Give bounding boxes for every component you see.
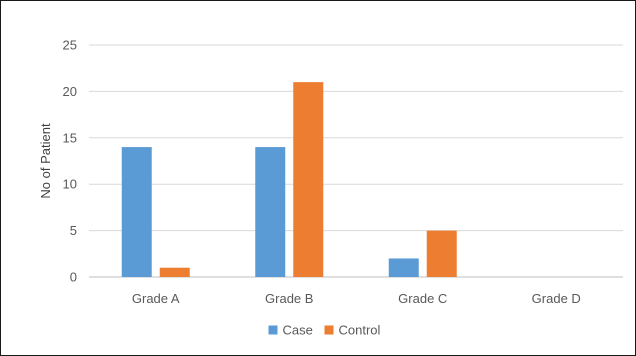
y-tick-label: 10: [63, 177, 77, 192]
x-axis-ticks: Grade A Grade B Grade C Grade D: [132, 291, 581, 306]
x-tick-label: Grade C: [398, 291, 447, 306]
bar-control-grade-a: [159, 267, 190, 277]
y-axis-title: No of Patient: [38, 123, 53, 199]
gridlines: [89, 44, 623, 278]
legend-swatch-control: [324, 325, 334, 335]
y-tick-label: 5: [70, 223, 77, 238]
legend-label-case: Case: [283, 323, 313, 338]
legend-label-control: Control: [339, 323, 381, 338]
bar-case-grade-a: [121, 147, 152, 277]
x-tick-label: Grade D: [532, 291, 581, 306]
bar-case-grade-c: [388, 258, 419, 277]
x-tick-label: Grade A: [132, 291, 180, 306]
x-tick-label: Grade B: [265, 291, 313, 306]
y-tick-label: 20: [63, 84, 77, 99]
y-axis-ticks: 0 5 10 15 20 25: [63, 38, 77, 285]
y-tick-label: 25: [63, 38, 77, 53]
y-tick-label: 15: [63, 130, 77, 145]
bars: [121, 82, 457, 278]
bar-case-grade-b: [255, 147, 286, 277]
y-tick-label: 0: [70, 270, 77, 285]
legend-swatch-case: [268, 325, 278, 335]
legend: Case Control: [268, 323, 381, 338]
bar-control-grade-c: [426, 230, 457, 277]
bar-control-grade-b: [293, 82, 324, 278]
